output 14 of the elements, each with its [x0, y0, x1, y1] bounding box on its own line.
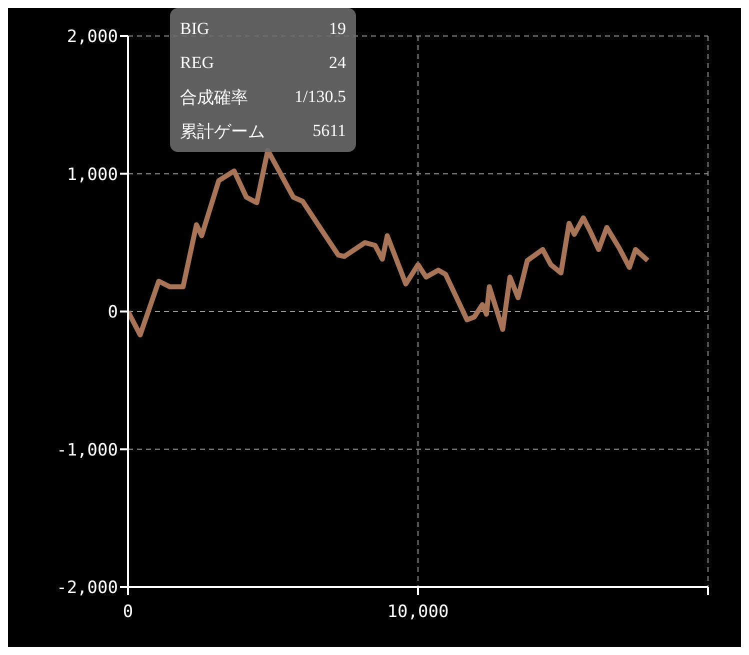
y-tick-label: 2,000 [66, 27, 118, 48]
annotation: 24 [329, 53, 346, 73]
annotation: 19 [329, 19, 346, 39]
annotation: 合成確率 [180, 86, 248, 108]
annotation: 累計ゲーム [180, 120, 265, 142]
annotation: 1/130.5 [294, 87, 346, 107]
y-tick-label: -2,000 [56, 578, 118, 598]
annotation: REG [180, 53, 214, 73]
y-tick-label: 1,000 [66, 164, 118, 185]
annotation: BIG [180, 19, 210, 39]
x-tick-label: 10,000 [387, 602, 449, 622]
y-tick-label: 0 [108, 302, 118, 323]
annotation: 5611 [312, 121, 346, 141]
y-tick-label: -1,000 [56, 440, 118, 460]
